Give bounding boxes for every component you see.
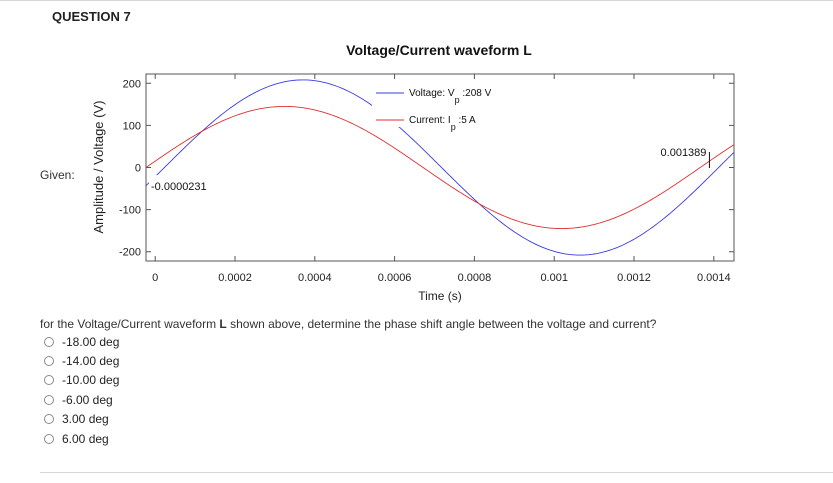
radio-circle-icon[interactable]: [44, 375, 54, 386]
series-line-voltage: [145, 79, 735, 256]
x-axis-label: Time (s): [418, 289, 462, 303]
legend-entry-name: Voltage: V: [409, 88, 455, 99]
x-tick-label: 0.0006: [378, 272, 412, 284]
x-tick-label: 0: [152, 272, 158, 284]
legend-entry-value: :5 A: [456, 115, 476, 126]
x-tick-label: 0.0012: [617, 272, 651, 284]
top-divider: [0, 0, 833, 1]
answer-option-2[interactable]: -14.00 deg: [44, 351, 119, 370]
y-tick-label: -100: [119, 205, 141, 217]
question-text-end: shown above, determine the phase shift a…: [226, 317, 657, 331]
question-text: for the Voltage/Current waveform L shown…: [40, 317, 656, 331]
y-tick-label: 100: [123, 120, 141, 132]
legend-entry-subscript: p: [451, 122, 456, 132]
question-text-waveform: L: [219, 317, 227, 331]
question-title: QUESTION 7: [52, 9, 131, 24]
annotation-start: -0.0000231: [151, 181, 207, 193]
option-label: 3.00 deg: [62, 412, 109, 427]
radio-circle-icon[interactable]: [44, 336, 54, 347]
answer-option-4[interactable]: -6.00 deg: [44, 390, 119, 409]
legend-entry: Voltage: Vp :208 V: [409, 88, 492, 105]
option-label: -14.00 deg: [62, 354, 120, 369]
bottom-divider: [40, 472, 833, 473]
radio-circle-icon[interactable]: [44, 414, 54, 425]
option-label: 6.00 deg: [62, 431, 109, 446]
x-tick-label: 0.0014: [697, 272, 731, 284]
radio-circle-icon[interactable]: [44, 433, 54, 444]
y-tick-label: 0: [135, 163, 141, 175]
option-label: -18.00 deg: [62, 334, 120, 349]
y-tick-label: -200: [119, 247, 141, 259]
radio-circle-icon[interactable]: [44, 356, 54, 367]
x-tick-label: 0.0008: [458, 272, 492, 284]
annotation-bg: [647, 143, 708, 159]
option-label: -6.00 deg: [62, 392, 113, 407]
answer-options: -18.00 deg -14.00 deg -10.00 deg -6.00 d…: [44, 332, 119, 448]
given-label: Given:: [40, 168, 75, 182]
x-tick-label: 0.0002: [218, 272, 252, 284]
radio-circle-icon[interactable]: [44, 394, 54, 405]
chart-title: Voltage/Current waveform L: [346, 42, 532, 58]
answer-option-3[interactable]: -10.00 deg: [44, 371, 119, 390]
annotation-period: 0.001389: [661, 147, 707, 159]
annotation-bg: [149, 175, 219, 195]
option-label: -10.00 deg: [62, 373, 120, 388]
question-text-start: for the Voltage/Current waveform: [40, 317, 220, 331]
series-line-current: [145, 105, 735, 230]
answer-option-6[interactable]: 6.00 deg: [44, 429, 119, 448]
answer-option-1[interactable]: -18.00 deg: [44, 332, 119, 351]
waveform-chart: Voltage/Current waveform L Amplitude / V…: [91, 42, 735, 303]
legend-entry-value: :208 V: [460, 88, 492, 99]
x-tick-label: 0.001: [540, 272, 568, 284]
answer-option-5[interactable]: 3.00 deg: [44, 410, 119, 429]
y-tick-label: 200: [123, 78, 141, 90]
legend-entry-subscript: p: [455, 95, 460, 105]
y-axis-label: Amplitude / Voltage (V): [91, 101, 106, 234]
legend-entry-name: Current: I: [409, 115, 451, 126]
x-tick-label: 0.0004: [298, 272, 332, 284]
legend-entry: Current: Ip :5 A: [409, 115, 476, 132]
